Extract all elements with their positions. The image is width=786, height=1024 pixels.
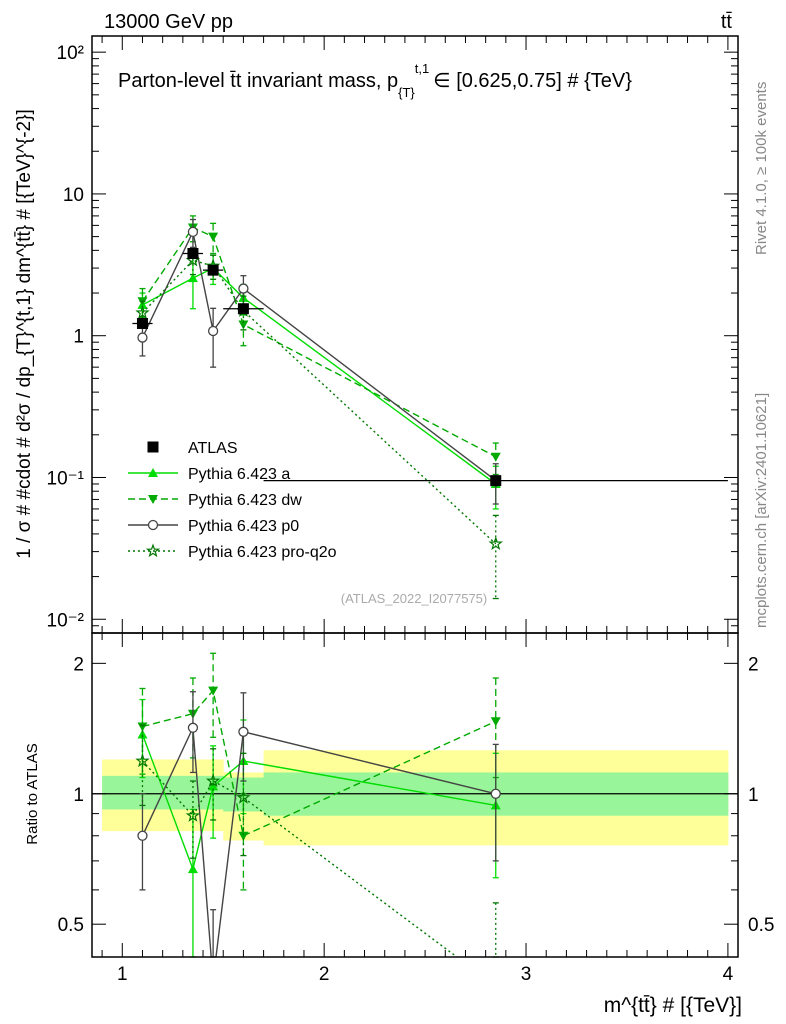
ratio-series-2-point bbox=[490, 717, 501, 727]
x-tick-label: 4 bbox=[723, 964, 734, 985]
main-series-3-point bbox=[137, 332, 148, 343]
x-tick-label: 3 bbox=[521, 964, 532, 985]
main-series-3-point bbox=[187, 226, 199, 238]
ratio-series-2-point bbox=[208, 686, 219, 696]
main-series-4-point bbox=[488, 536, 503, 551]
main-y-tick-label: 10⁻¹ bbox=[47, 468, 85, 489]
main-y-axis: 10⁻² 10⁻¹ 1 10 10² bbox=[47, 36, 738, 634]
x-tick-label: 1 bbox=[117, 964, 128, 985]
chart-title-sup: t,1 bbox=[415, 61, 429, 76]
chart-title-sub: {T} bbox=[398, 85, 415, 100]
ratio-plot-content bbox=[92, 652, 738, 958]
main-y-tick-label: 10⁻² bbox=[47, 610, 85, 631]
ratio-series-1-point bbox=[187, 864, 198, 874]
legend-entry: ATLAS bbox=[188, 440, 238, 457]
main-series-4-point bbox=[135, 305, 150, 319]
analysis-watermark: (ATLAS_2022_I2077575) bbox=[341, 591, 487, 606]
ratio-series-4-point bbox=[205, 773, 221, 788]
ratio-y-tick-label-right: 0.5 bbox=[748, 915, 774, 936]
main-y-tick-label: 10² bbox=[57, 43, 84, 64]
main-series-2-point bbox=[208, 232, 219, 242]
legend-marker bbox=[148, 468, 158, 477]
main-series-3-point bbox=[238, 283, 249, 294]
ratio-series-3-point bbox=[137, 830, 148, 841]
ratio-y-axis-label: Ratio to ATLAS bbox=[24, 743, 41, 844]
ratio-series-4-point bbox=[185, 808, 201, 822]
main-series-2-point bbox=[490, 452, 501, 462]
main-series-3-point bbox=[207, 325, 219, 337]
chart-title: Parton-level t̄t invariant mass, p{T}t,1… bbox=[118, 61, 632, 100]
ratio-series-1-point bbox=[208, 781, 219, 791]
legend-entry: Pythia 6.423 a bbox=[188, 466, 290, 483]
main-plot-content bbox=[132, 215, 728, 600]
y-axis-label: 1 / σ # #cdot # d²σ / dp_{T}^{t,1} dm^{t… bbox=[14, 109, 35, 559]
main-panel: 10⁻² 10⁻¹ 1 10 10² Parton-level t̄t invarian… bbox=[14, 35, 739, 634]
legend-marker bbox=[147, 441, 159, 453]
legend-marker bbox=[147, 519, 159, 531]
ratio-series-4-point bbox=[135, 753, 150, 768]
ratio-series-3-point bbox=[187, 722, 199, 733]
chart-title-tail: ∈ [0.625,0.75] # {TeV} bbox=[433, 70, 632, 92]
ratio-y-tick-label-right: 1 bbox=[748, 785, 759, 806]
legend-entry: Pythia 6.423 dw bbox=[188, 492, 302, 509]
ratio-axes: 0.5 0.5 1 1 2 2 1 2 3 4 bbox=[58, 633, 774, 985]
ratio-y-tick-label: 1 bbox=[73, 785, 84, 806]
atlas-data-point bbox=[207, 264, 219, 276]
main-series-2-point bbox=[238, 320, 249, 330]
legend-marker bbox=[148, 495, 158, 504]
ratio-panel: 0.5 0.5 1 1 2 2 1 2 3 4 Ratio to ATLAS m^{tt̄} # … bbox=[24, 632, 774, 1017]
ratio-y-tick-label: 2 bbox=[73, 654, 84, 675]
ratio-series-2-point bbox=[238, 831, 249, 841]
atlas-data-point bbox=[136, 317, 148, 329]
ratio-y-tick-label: 0.5 bbox=[58, 915, 84, 936]
ratio-series-3-line bbox=[141, 725, 496, 957]
atlas-data-point bbox=[237, 303, 249, 315]
ratio-frame bbox=[91, 632, 739, 958]
ratio-series-3-point bbox=[238, 726, 249, 737]
legend: ATLAS Pythia 6.423 a Pythia 6.423 dw Pythia… bbox=[128, 440, 337, 561]
atlas-data-point bbox=[187, 248, 199, 260]
atlas-data-point bbox=[490, 475, 502, 487]
energy-label: 13000 GeV pp bbox=[104, 11, 233, 33]
ratio-series-3-point bbox=[490, 788, 501, 799]
main-series-1-point bbox=[187, 273, 198, 283]
x-axis-label: m^{tt̄} # [{TeV}] bbox=[604, 994, 742, 1017]
rivet-version-label: Rivet 4.1.0, ≥ 100k events bbox=[753, 82, 770, 255]
process-label: tt̄ bbox=[721, 11, 733, 33]
legend-marker bbox=[145, 543, 161, 558]
legend-entry: Pythia 6.423 pro-q2o bbox=[188, 544, 337, 561]
x-tick-label: 2 bbox=[319, 964, 330, 985]
legend-entry: Pythia 6.423 p0 bbox=[188, 518, 299, 535]
main-y-tick-label: 10 bbox=[63, 185, 84, 206]
ratio-y-tick-label-right: 2 bbox=[748, 654, 759, 675]
ratio-series-4-point bbox=[236, 790, 251, 804]
chart-title-main: Parton-level t̄t invariant mass, p bbox=[118, 70, 398, 92]
mcplots-label: mcplots.cern.ch [arXiv:2401.10621] bbox=[753, 393, 770, 628]
main-y-tick-label: 1 bbox=[73, 327, 84, 348]
